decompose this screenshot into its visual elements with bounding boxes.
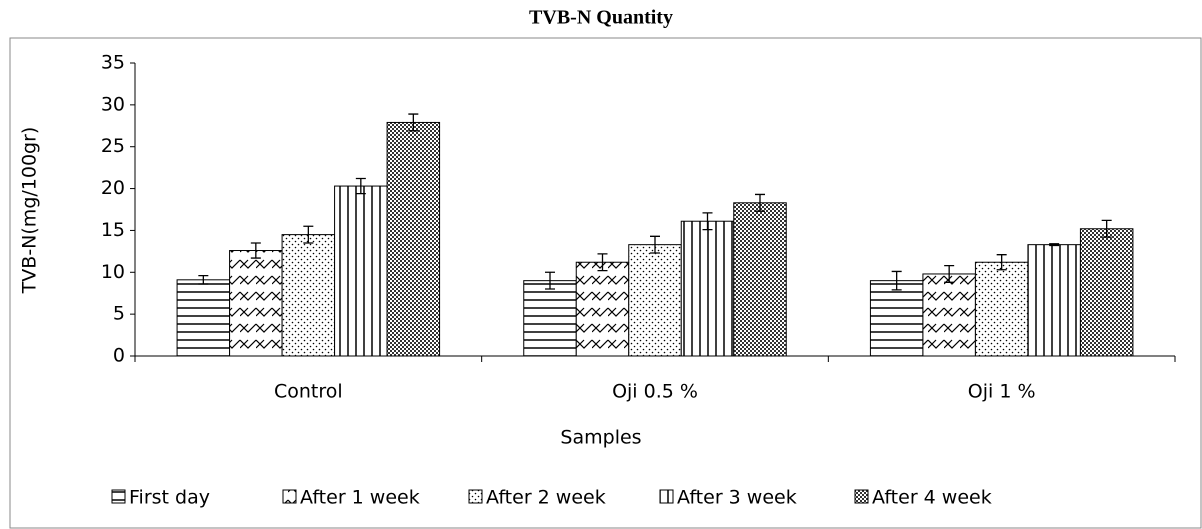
- bar: [176, 279, 231, 357]
- bar: [281, 234, 336, 357]
- bar: [229, 250, 283, 357]
- y-tick-label: 35: [101, 52, 125, 74]
- error-bar: [702, 212, 713, 231]
- error-bar: [944, 264, 955, 283]
- error-bar: [597, 253, 608, 272]
- legend-swatch: [854, 489, 869, 504]
- error-bar: [891, 270, 902, 291]
- bar: [680, 220, 735, 357]
- legend-swatch: [282, 489, 297, 504]
- error-bar: [250, 242, 261, 259]
- bar: [733, 202, 787, 357]
- x-tick-label: Oji 1 %: [968, 381, 1036, 403]
- x-tick-label: Oji 0.5 %: [612, 381, 698, 403]
- error-bar: [303, 225, 314, 244]
- bar: [523, 280, 577, 357]
- chart-title: TVB-N Quantity: [529, 7, 673, 29]
- y-axis-label: TVB-N(mg/100gr): [19, 127, 41, 295]
- error-bar: [755, 193, 765, 212]
- bar: [386, 121, 441, 357]
- y-tick-label: 5: [113, 303, 125, 325]
- legend-label: First day: [129, 487, 210, 509]
- bar: [1079, 228, 1134, 357]
- y-tick-label: 25: [101, 135, 125, 157]
- bar: [1027, 244, 1081, 357]
- chart-border: [9, 37, 1202, 529]
- bar: [334, 185, 388, 357]
- legend-label: After 2 week: [486, 487, 606, 509]
- y-tick-label: 20: [101, 177, 125, 199]
- bar: [575, 261, 630, 357]
- x-tick-label: Control: [274, 381, 343, 403]
- error-bar: [1049, 243, 1060, 247]
- error-bar: [408, 113, 419, 132]
- error-bar: [996, 254, 1007, 271]
- legend-swatch: [659, 489, 674, 504]
- error-bar: [545, 271, 555, 290]
- y-tick-label: 0: [113, 345, 125, 367]
- error-bar: [650, 235, 660, 254]
- bar: [922, 273, 976, 357]
- legend-label: After 1 week: [300, 487, 420, 509]
- legend-label: After 4 week: [872, 487, 992, 509]
- x-axis-label: Samples: [560, 427, 641, 449]
- bar: [974, 261, 1029, 357]
- error-bar: [1101, 219, 1112, 238]
- bar: [628, 244, 682, 357]
- legend-swatch: [468, 489, 483, 504]
- legend-label: After 3 week: [677, 487, 797, 509]
- legend-swatch: [111, 489, 126, 504]
- error-bar: [198, 274, 209, 285]
- bar: [869, 280, 924, 357]
- y-tick-label: 30: [101, 93, 125, 115]
- error-bar: [355, 177, 366, 195]
- y-tick-label: 15: [101, 219, 125, 241]
- y-tick-label: 10: [101, 261, 125, 283]
